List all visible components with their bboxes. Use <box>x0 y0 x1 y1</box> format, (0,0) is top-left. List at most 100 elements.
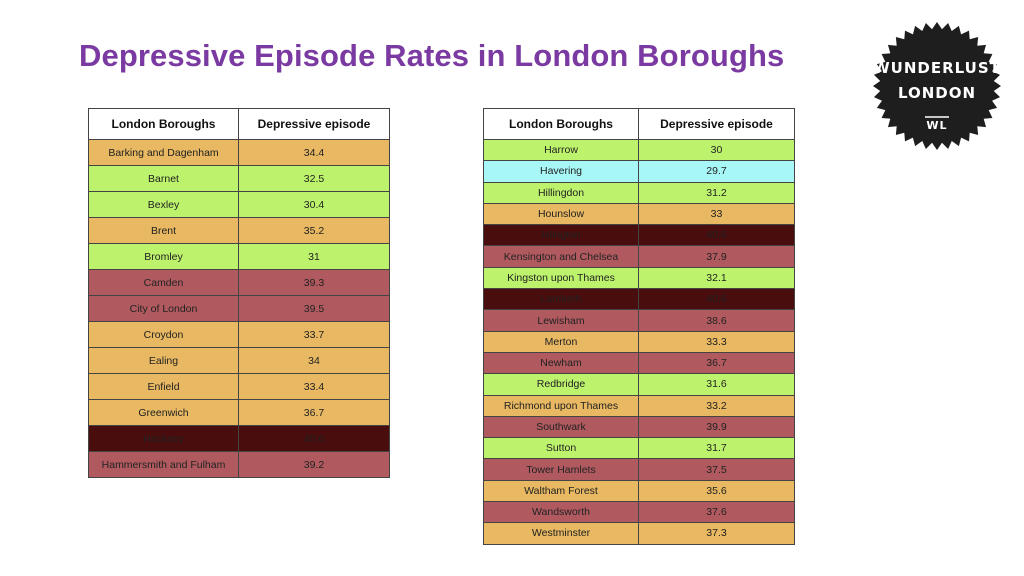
borough-name-cell: Greenwich <box>88 399 239 426</box>
borough-name-cell: Lewisham <box>483 309 639 332</box>
table-body-left: Barking and Dagenham 34.4 Barnet 32.5 Bexley… <box>88 139 390 478</box>
column-header-depressive-episode: Depressive episode <box>238 108 390 140</box>
depressive-episode-value-cell: 33.3 <box>638 330 795 353</box>
borough-name-cell: Wandsworth <box>483 501 639 524</box>
depressive-episode-value-cell: 35.6 <box>638 479 795 503</box>
table-row: Hammersmith and Fulham 39.2 <box>88 451 390 478</box>
depressive-episode-value-cell: 40.6 <box>238 425 390 452</box>
table-header-row: London Boroughs Depressive episode <box>483 108 795 140</box>
table-header-row: London Boroughs Depressive episode <box>88 108 390 140</box>
depressive-episode-value-cell: 37.9 <box>638 245 795 268</box>
borough-name-cell: Hackney <box>88 425 239 452</box>
column-header-depressive-episode: Depressive episode <box>638 108 795 140</box>
depressive-episode-value-cell: 34.4 <box>238 139 390 166</box>
borough-name-cell: Waltham Forest <box>483 479 639 503</box>
depressive-episode-value-cell: 36.7 <box>638 351 795 375</box>
borough-name-cell: Hounslow <box>483 202 639 226</box>
table-row: Hackney 40.6 <box>88 425 390 452</box>
depressive-episode-value-cell: 40.6 <box>638 288 795 311</box>
depressive-episode-value-cell: 39.5 <box>238 295 390 322</box>
table-row: Westminster 37.3 <box>483 522 795 545</box>
depressive-episode-value-cell: 37.3 <box>638 522 795 545</box>
table-row: Brent 35.2 <box>88 217 390 244</box>
depressive-episode-value-cell: 36.7 <box>238 399 390 426</box>
borough-name-cell: Croydon <box>88 321 239 348</box>
depressive-episode-value-cell: 32.1 <box>638 266 795 290</box>
borough-name-cell: Barking and Dagenham <box>88 139 239 166</box>
table-row: Richmond upon Thames 33.2 <box>483 394 795 417</box>
table-row: Southwark 39.9 <box>483 415 795 439</box>
table-row: Newham 36.7 <box>483 351 795 375</box>
depressive-episode-value-cell: 31 <box>238 243 390 270</box>
table-row: Waltham Forest 35.6 <box>483 479 795 503</box>
depressive-episode-value-cell: 34 <box>238 347 390 374</box>
table-row: Havering 29.7 <box>483 160 795 183</box>
borough-name-cell: Kingston upon Thames <box>483 266 639 290</box>
column-header-borough: London Boroughs <box>88 108 239 140</box>
depressive-episode-value-cell: 39.3 <box>238 269 390 296</box>
table-row: Redbridge 31.6 <box>483 373 795 396</box>
depressive-episode-value-cell: 33 <box>638 202 795 226</box>
borough-name-cell: Kensington and Chelsea <box>483 245 639 268</box>
table-row: Kingston upon Thames 32.1 <box>483 266 795 290</box>
depressive-episode-value-cell: 30.4 <box>238 191 390 218</box>
borough-name-cell: Lambeth <box>483 288 639 311</box>
borough-name-cell: Southwark <box>483 415 639 439</box>
borough-name-cell: Camden <box>88 269 239 296</box>
depressive-episode-value-cell: 39.2 <box>238 451 390 478</box>
depressive-episode-value-cell: 39.9 <box>638 415 795 439</box>
table-row: Lewisham 38.6 <box>483 309 795 332</box>
table-row: Ealing 34 <box>88 347 390 374</box>
borough-name-cell: Merton <box>483 330 639 353</box>
borough-name-cell: Redbridge <box>483 373 639 396</box>
table-row: Lambeth 40.6 <box>483 288 795 311</box>
table-row: Hounslow 33 <box>483 202 795 226</box>
table-row: Sutton 31.7 <box>483 437 795 460</box>
depressive-episode-value-cell: 37.5 <box>638 458 795 481</box>
depressive-episode-value-cell: 29.7 <box>638 160 795 183</box>
table-row: Croydon 33.7 <box>88 321 390 348</box>
table-row: Camden 39.3 <box>88 269 390 296</box>
borough-name-cell: Tower Hamlets <box>483 458 639 481</box>
borough-name-cell: Islington <box>483 224 639 247</box>
page-title: Depressive Episode Rates in London Borou… <box>79 38 785 73</box>
logo-mark: WL <box>926 119 948 132</box>
table-body-right: Harrow 30 Havering 29.7 Hillingdon 31.2 Hounsl… <box>483 138 795 545</box>
depressive-episode-value-cell: 30 <box>638 138 795 162</box>
depressive-episode-value-cell: 35.2 <box>238 217 390 244</box>
borough-name-cell: Bromley <box>88 243 239 270</box>
depressive-episode-value-cell: 31.2 <box>638 181 795 204</box>
table-row: Islington 40.6 <box>483 224 795 247</box>
table-row: City of London 39.5 <box>88 295 390 322</box>
depressive-episode-value-cell: 33.4 <box>238 373 390 400</box>
logo-line-1: WUNDERLUST <box>873 59 1001 77</box>
table-row: Wandsworth 37.6 <box>483 501 795 524</box>
borough-name-cell: Newham <box>483 351 639 375</box>
wunderlust-london-logo: WUNDERLUST LONDON WL <box>873 22 1001 150</box>
table-row: Barking and Dagenham 34.4 <box>88 139 390 166</box>
depressive-episode-value-cell: 32.5 <box>238 165 390 192</box>
borough-name-cell: Enfield <box>88 373 239 400</box>
depressive-episode-value-cell: 33.7 <box>238 321 390 348</box>
column-header-borough: London Boroughs <box>483 108 639 140</box>
boroughs-table-left: London Boroughs Depressive episode Barki… <box>88 108 390 478</box>
depressive-episode-value-cell: 31.6 <box>638 373 795 396</box>
borough-name-cell: Richmond upon Thames <box>483 394 639 417</box>
borough-name-cell: Barnet <box>88 165 239 192</box>
depressive-episode-value-cell: 40.6 <box>638 224 795 247</box>
table-row: Harrow 30 <box>483 138 795 162</box>
boroughs-table-right: London Boroughs Depressive episode Harro… <box>483 108 795 545</box>
table-row: Bexley 30.4 <box>88 191 390 218</box>
borough-name-cell: Westminster <box>483 522 639 545</box>
table-row: Hillingdon 31.2 <box>483 181 795 204</box>
table-row: Merton 33.3 <box>483 330 795 353</box>
table-row: Bromley 31 <box>88 243 390 270</box>
table-row: Greenwich 36.7 <box>88 399 390 426</box>
table-row: Enfield 33.4 <box>88 373 390 400</box>
table-row: Kensington and Chelsea 37.9 <box>483 245 795 268</box>
logo-badge-icon <box>873 22 1001 150</box>
depressive-episode-value-cell: 33.2 <box>638 394 795 417</box>
borough-name-cell: Havering <box>483 160 639 183</box>
borough-name-cell: Hammersmith and Fulham <box>88 451 239 478</box>
logo-line-2: LONDON <box>897 84 977 102</box>
